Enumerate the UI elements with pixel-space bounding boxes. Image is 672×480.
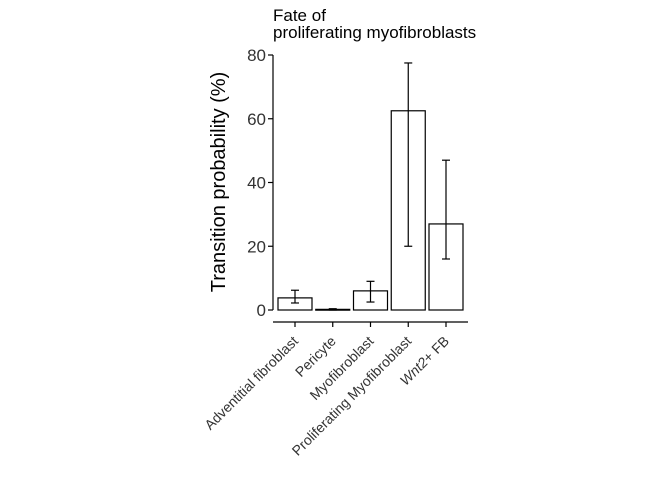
- y-tick-label-1: 20: [247, 237, 266, 256]
- chart-title-line-2: proliferating myofibroblasts: [273, 23, 476, 42]
- y-tick-label-2: 40: [247, 174, 266, 193]
- x-tick-label-0: Adventitial fibroblast: [201, 333, 301, 433]
- x-axis: [273, 321, 468, 327]
- y-axis-label: Transition probability (%): [208, 72, 230, 292]
- bars: [277, 110, 464, 311]
- y-tick-label-3: 60: [247, 110, 266, 129]
- x-tick-labels: Adventitial fibroblastPericyteMyofibrobl…: [201, 333, 452, 459]
- y-tick-label-0: 0: [257, 301, 266, 320]
- y-axis: 0 20 40 60 80: [247, 46, 274, 320]
- error-bars: [291, 62, 450, 311]
- y-tick-label-4: 80: [247, 46, 266, 65]
- chart-title-line-1: Fate of: [273, 6, 326, 25]
